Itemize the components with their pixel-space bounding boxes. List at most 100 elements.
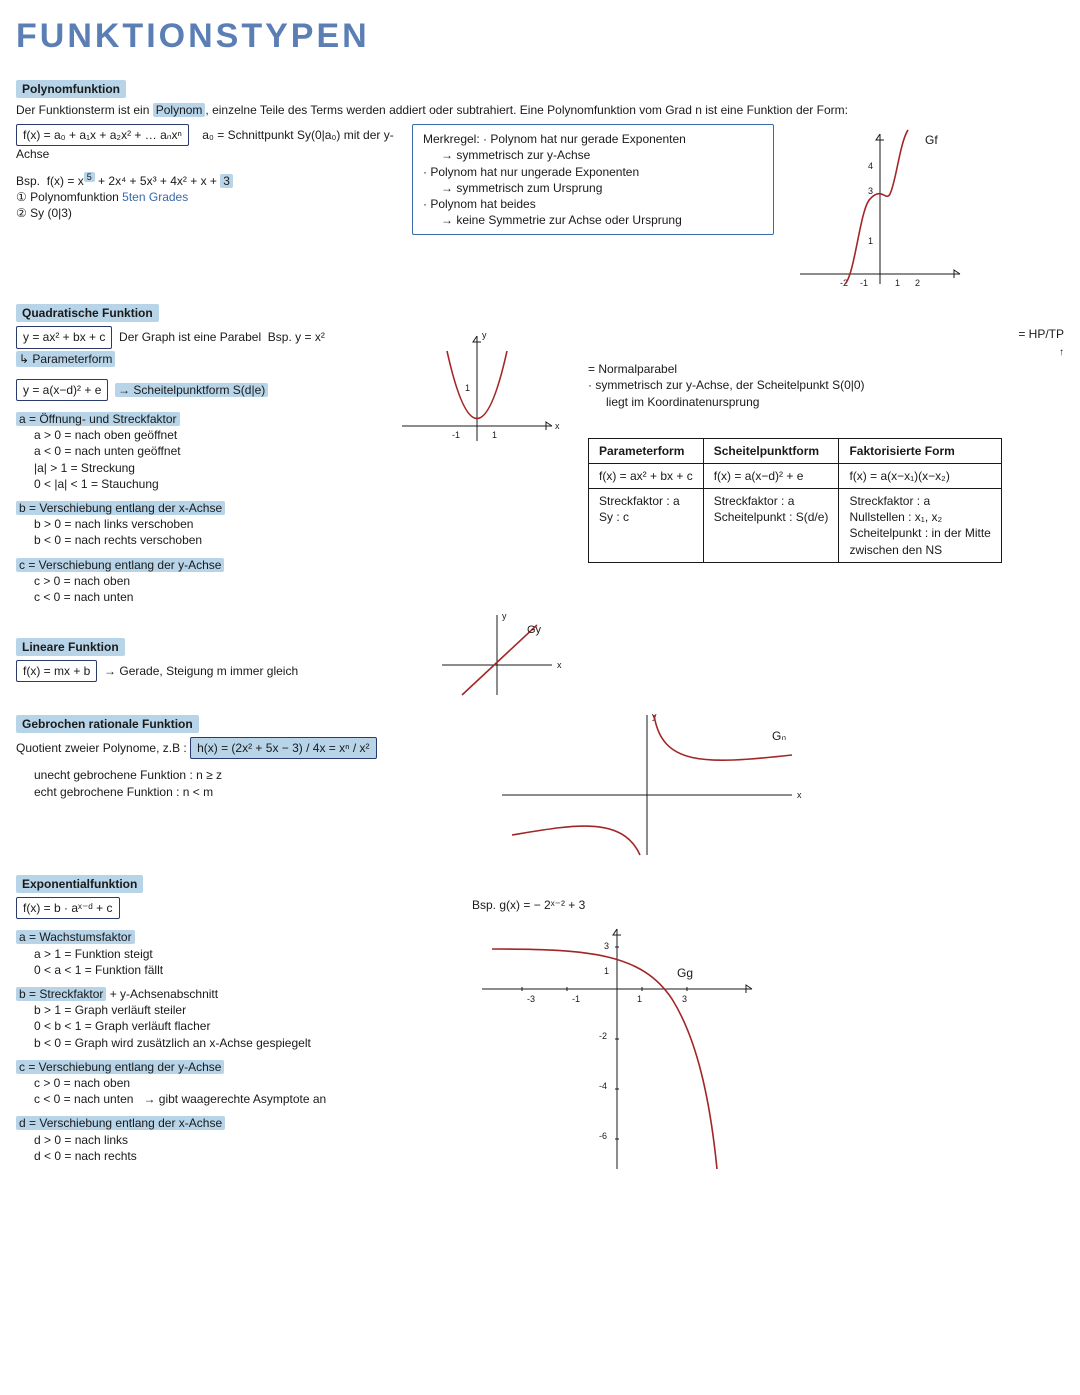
svg-text:-4: -4 [599, 1081, 607, 1091]
exp-d-head: d = Verschiebung entlang der x-Achse [16, 1116, 225, 1130]
quad-vertex-formula: y = a(x−d)² + e [16, 379, 108, 401]
qa4: 0 < |a| < 1 = Stauchung [34, 476, 376, 492]
svg-text:-6: -6 [599, 1131, 607, 1141]
qa3: |a| > 1 = Streckung [34, 460, 376, 476]
th-vertex: Scheitelpunktform [703, 438, 839, 463]
svg-text:4: 4 [868, 161, 873, 171]
section-lin: Lineare Funktion [16, 638, 125, 656]
svg-text:-3: -3 [527, 994, 535, 1004]
svg-text:-1: -1 [452, 430, 460, 440]
qa2: a < 0 = nach unten geöffnet [34, 443, 376, 459]
td-r1c2: f(x) = a(x−d)² + e [703, 463, 839, 488]
parabola-graph: x y -1 1 1 [392, 326, 572, 456]
th-param: Parameterform [589, 438, 704, 463]
svg-text:Gf: Gf [925, 133, 938, 147]
svg-text:1: 1 [637, 994, 642, 1004]
poly-graph: -2 -1 1 2 1 3 4 Gf [790, 124, 970, 294]
ed2: d < 0 = nach rechts [34, 1148, 456, 1164]
quad-param-arrow: Parameterform [16, 351, 115, 367]
quad-np3: liegt im Koordinatenursprung [606, 394, 1064, 410]
svg-text:3: 3 [682, 994, 687, 1004]
svg-text:1: 1 [465, 383, 470, 393]
svg-text:x: x [555, 421, 560, 431]
merk-c1: · Polynom hat beides [423, 197, 536, 211]
rat-l2: echt gebrochene Funktion : n < m [34, 784, 476, 800]
quad-hp: = HP/TP [1018, 327, 1064, 341]
rat-l1: unecht gebrochene Funktion : n ≥ z [34, 767, 476, 783]
svg-text:y: y [482, 330, 487, 340]
quad-param-bsp: Bsp. y = x² [268, 330, 325, 344]
section-exp: Exponentialfunktion [16, 875, 143, 893]
td-r1c1: f(x) = ax² + bx + c [589, 463, 704, 488]
merk-title: Merkregel: [423, 132, 480, 146]
lin-graph: x y Gy [432, 605, 572, 705]
svg-text:1: 1 [492, 430, 497, 440]
eb3: b < 0 = Graph wird zusätzlich an x-Achse… [34, 1035, 456, 1051]
svg-text:Gg: Gg [677, 966, 693, 980]
svg-text:1: 1 [895, 278, 900, 288]
bsp1-blue: 5ten Grades [122, 190, 188, 204]
bsp1-text: Polynomfunktion [30, 190, 119, 204]
section-rat: Gebrochen rationale Funktion [16, 715, 199, 733]
qb1: b > 0 = nach links verschoben [34, 516, 376, 532]
quad-forms-table: Parameterform Scheitelpunktform Faktoris… [588, 438, 1002, 563]
svg-text:3: 3 [868, 186, 873, 196]
poly-intro: Der Funktionsterm ist ein Polynom, einze… [16, 102, 1064, 118]
merk-b1: · Polynom hat nur ungerade Exponenten [423, 165, 639, 179]
section-quad: Quadratische Funktion [16, 304, 159, 322]
svg-text:x: x [797, 790, 802, 800]
quad-param-formula: y = ax² + bx + c [16, 326, 112, 348]
qb2: b < 0 = nach rechts verschoben [34, 532, 376, 548]
quad-param-note: Der Graph ist eine Parabel [119, 330, 261, 344]
merkregel-box: Merkregel: · Polynom hat nur gerade Expo… [412, 124, 774, 235]
ec2: c < 0 = nach unten [34, 1092, 133, 1106]
page-title: FUNKTIONSTYPEN [16, 14, 1064, 60]
ec1: c > 0 = nach oben [34, 1075, 456, 1091]
quad-b-head: b = Verschiebung entlang der x-Achse [16, 501, 225, 515]
merk-c2: → keine Symmetrie zur Achse oder Ursprun… [441, 213, 682, 227]
ea2: 0 < a < 1 = Funktion fällt [34, 962, 456, 978]
rat-formula: h(x) = (2x² + 5x − 3) / 4x = xⁿ / x² [190, 737, 376, 759]
merk-a1: · Polynom hat nur gerade Exponenten [483, 132, 686, 146]
td-r1c3: f(x) = a(x−x₁)(x−x₂) [839, 463, 1001, 488]
th-factor: Faktorisierte Form [839, 438, 1001, 463]
quad-vertex-arrow: Scheitelpunktform S(d|e) [115, 383, 268, 397]
td-r2c1: Streckfaktor : a Sy : c [589, 489, 704, 563]
svg-text:3: 3 [604, 941, 609, 951]
svg-text:-1: -1 [572, 994, 580, 1004]
bsp2-text: Sy (0|3) [30, 206, 72, 220]
exp-c-head: c = Verschiebung entlang der y-Achse [16, 1060, 224, 1074]
bsp-fx: f(x) = x5 + 2x⁴ + 5x³ + 4x² + x + 3 [47, 174, 233, 188]
ec-note: gibt waagerechte Asymptote an [143, 1092, 326, 1106]
bsp2-num: ② [16, 206, 27, 220]
bsp1-num: ① [16, 190, 27, 204]
section-polynom: Polynomfunktion [16, 80, 126, 98]
qc2: c < 0 = nach unten [34, 589, 376, 605]
qc1: c > 0 = nach oben [34, 573, 376, 589]
exp-graph: -3 -1 1 3 3 1 -2 -4 -6 Gg [472, 919, 772, 1179]
td-r2c3: Streckfaktor : a Nullstellen : x₁, x₂ Sc… [839, 489, 1001, 563]
ed1: d > 0 = nach links [34, 1132, 456, 1148]
exp-formula: f(x) = b · aˣ⁻ᵈ + c [16, 897, 120, 919]
svg-text:1: 1 [868, 236, 873, 246]
svg-text:y: y [502, 611, 507, 621]
lin-note: Gerade, Steigung m immer gleich [104, 664, 298, 678]
quad-a-head: a = Öffnung- und Streckfaktor [16, 412, 180, 426]
svg-text:1: 1 [604, 966, 609, 976]
lin-formula: f(x) = mx + b [16, 660, 97, 682]
svg-text:Gy: Gy [527, 624, 542, 636]
merk-b2: → symmetrisch zum Ursprung [441, 181, 602, 195]
bsp-label: Bsp. [16, 174, 40, 188]
merk-a2: → symmetrisch zur y-Achse [441, 148, 590, 162]
exp-a-head: a = Wachstumsfaktor [16, 930, 135, 944]
svg-text:2: 2 [915, 278, 920, 288]
exp-bsp: Bsp. g(x) = − 2ˣ⁻² + 3 [472, 897, 772, 913]
qa1: a > 0 = nach oben geöffnet [34, 427, 376, 443]
svg-text:x: x [557, 660, 562, 670]
quad-np: = Normalparabel [588, 361, 1064, 377]
rat-intro: Quotient zweier Polynome, z.B : [16, 741, 187, 755]
svg-text:-1: -1 [860, 278, 868, 288]
svg-text:-2: -2 [599, 1031, 607, 1041]
poly-formula: f(x) = a₀ + a₁x + a₂x² + … aₙxⁿ [16, 124, 189, 146]
rat-graph: x y Gₙ [492, 705, 812, 865]
